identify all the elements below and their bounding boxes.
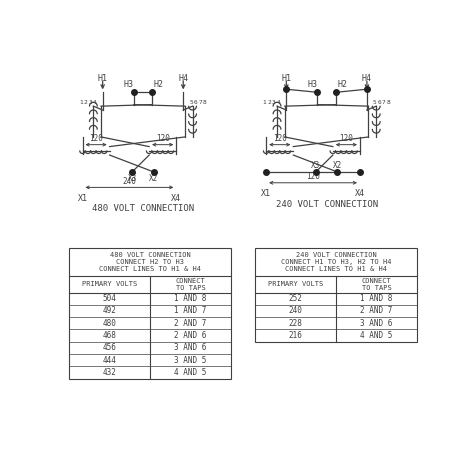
Text: X1: X1: [261, 189, 271, 198]
Text: PRIMARY VOLTS: PRIMARY VOLTS: [82, 281, 137, 287]
Text: H4: H4: [178, 74, 188, 83]
Text: 120: 120: [273, 134, 287, 143]
Text: 6: 6: [194, 100, 198, 105]
Text: 2 AND 7: 2 AND 7: [174, 319, 207, 328]
Text: 504: 504: [102, 294, 116, 303]
Text: 120: 120: [156, 134, 170, 143]
Text: 252: 252: [288, 294, 302, 303]
Text: 8: 8: [387, 100, 391, 105]
Text: 2 AND 7: 2 AND 7: [360, 307, 393, 316]
Text: 120: 120: [339, 134, 353, 143]
Text: 240 VOLT CONNECTION
CONNECT H1 TO H3, H2 TO H4
CONNECT LINES TO H1 & H4: 240 VOLT CONNECTION CONNECT H1 TO H3, H2…: [281, 252, 391, 272]
Text: H3: H3: [307, 80, 317, 89]
Text: 1 AND 7: 1 AND 7: [174, 307, 207, 316]
Text: 4: 4: [277, 100, 281, 105]
Text: 1: 1: [79, 100, 83, 105]
Text: X3: X3: [311, 161, 320, 170]
Text: CONNECT
TO TAPS: CONNECT TO TAPS: [362, 278, 392, 291]
Text: 5: 5: [373, 100, 376, 105]
Text: X4: X4: [171, 193, 181, 202]
Text: 228: 228: [288, 319, 302, 328]
Text: 2 AND 6: 2 AND 6: [174, 331, 207, 340]
Text: H4: H4: [362, 74, 372, 83]
Text: X2: X2: [333, 161, 342, 170]
Text: 240 VOLT CONNECTION: 240 VOLT CONNECTION: [275, 200, 378, 209]
Text: 6: 6: [377, 100, 381, 105]
Text: 432: 432: [102, 368, 116, 377]
Text: 480: 480: [102, 319, 116, 328]
Text: 1: 1: [263, 100, 266, 105]
Text: PRIMARY VOLTS: PRIMARY VOLTS: [268, 281, 323, 287]
Text: H2: H2: [154, 80, 164, 89]
Text: 4: 4: [93, 100, 97, 105]
Text: X3: X3: [128, 174, 137, 183]
Text: 3 AND 6: 3 AND 6: [174, 344, 207, 353]
Text: X2: X2: [149, 174, 158, 183]
Text: 2: 2: [84, 100, 88, 105]
Text: 3 AND 6: 3 AND 6: [360, 319, 393, 328]
Text: H2: H2: [337, 80, 347, 89]
Text: 492: 492: [102, 307, 116, 316]
Text: 3: 3: [272, 100, 276, 105]
Text: 456: 456: [102, 344, 116, 353]
Text: 1 AND 8: 1 AND 8: [360, 294, 393, 303]
Text: 8: 8: [203, 100, 207, 105]
Text: H1: H1: [98, 74, 108, 83]
Text: X1: X1: [78, 193, 88, 202]
Text: 444: 444: [102, 356, 116, 365]
Text: 7: 7: [382, 100, 386, 105]
Text: 2: 2: [267, 100, 271, 105]
Text: 480 VOLT CONNECTION: 480 VOLT CONNECTION: [92, 204, 194, 213]
Bar: [69, 248, 231, 379]
Text: CONNECT
TO TAPS: CONNECT TO TAPS: [176, 278, 206, 291]
Text: 3: 3: [88, 100, 92, 105]
Text: 240: 240: [122, 177, 137, 186]
Bar: [255, 248, 417, 342]
Text: 120: 120: [89, 134, 103, 143]
Text: 216: 216: [288, 331, 302, 340]
Text: 5: 5: [189, 100, 193, 105]
Text: 480 VOLT CONNECTION
CONNECT H2 TO H3
CONNECT LINES TO H1 & H4: 480 VOLT CONNECTION CONNECT H2 TO H3 CON…: [99, 252, 201, 272]
Text: 4 AND 5: 4 AND 5: [174, 368, 207, 377]
Text: 4 AND 5: 4 AND 5: [360, 331, 393, 340]
Text: 3 AND 5: 3 AND 5: [174, 356, 207, 365]
Text: 7: 7: [199, 100, 202, 105]
Text: 120: 120: [306, 172, 320, 181]
Text: H1: H1: [282, 74, 292, 83]
Text: 240: 240: [288, 307, 302, 316]
Text: 1 AND 8: 1 AND 8: [174, 294, 207, 303]
Text: X4: X4: [355, 189, 365, 198]
Text: 468: 468: [102, 331, 116, 340]
Text: H3: H3: [124, 80, 134, 89]
